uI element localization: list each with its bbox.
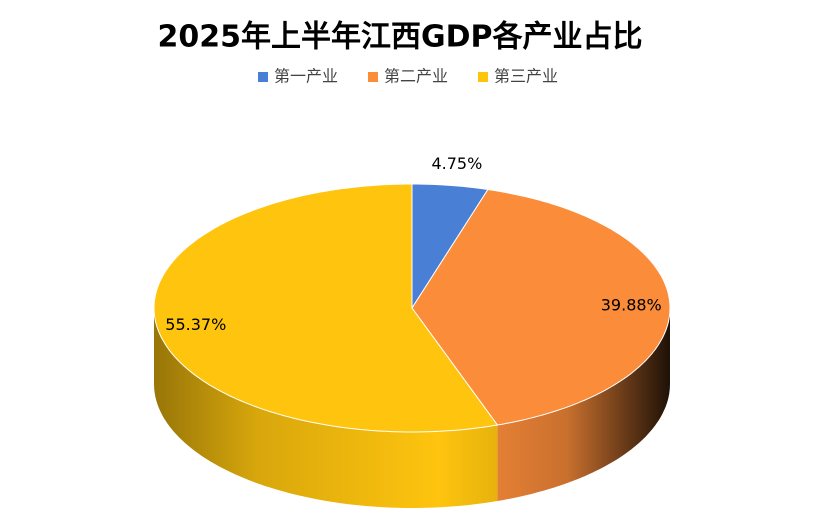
legend-label: 第二产业 [384,67,448,86]
slice [411,183,489,310]
data-label: 4.75% [431,154,482,173]
legend-swatch [478,72,488,82]
slice [153,183,499,433]
legend-swatch [368,72,378,82]
legend-swatch [258,72,268,82]
legend-label: 第三产业 [494,67,558,86]
slice-side [154,308,498,508]
slice-side [497,308,670,501]
legend-label: 第一产业 [274,67,338,86]
data-label: 55.37% [165,315,226,334]
chart-title: 2025年上半年江西GDP各产业占比 [157,20,642,55]
slice [411,188,671,426]
data-label: 39.88% [601,295,662,314]
